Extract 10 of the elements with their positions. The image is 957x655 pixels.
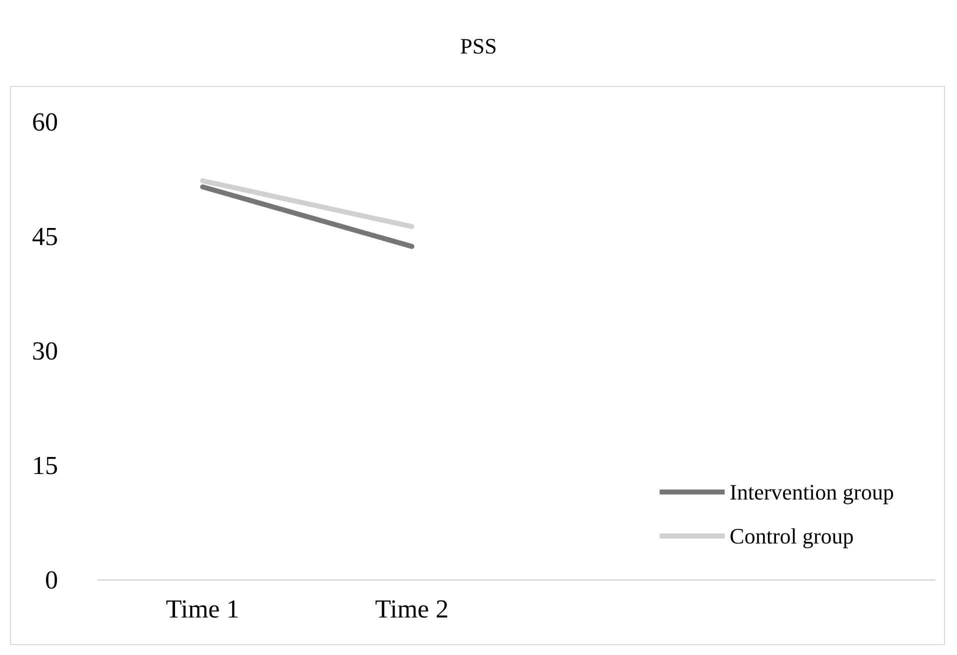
x-tick-label: Time 2	[375, 594, 449, 624]
y-tick-label: 0	[45, 566, 58, 594]
legend-label: Control group	[730, 524, 854, 548]
y-tick-label: 30	[32, 336, 58, 366]
legend-label: Intervention group	[730, 480, 894, 504]
chart-title: PSS	[460, 34, 497, 58]
y-tick-label: 60	[32, 108, 58, 136]
y-tick-label: 45	[32, 222, 58, 251]
y-tick-label: 15	[32, 451, 58, 480]
x-tick-label: Time 1	[166, 594, 240, 624]
